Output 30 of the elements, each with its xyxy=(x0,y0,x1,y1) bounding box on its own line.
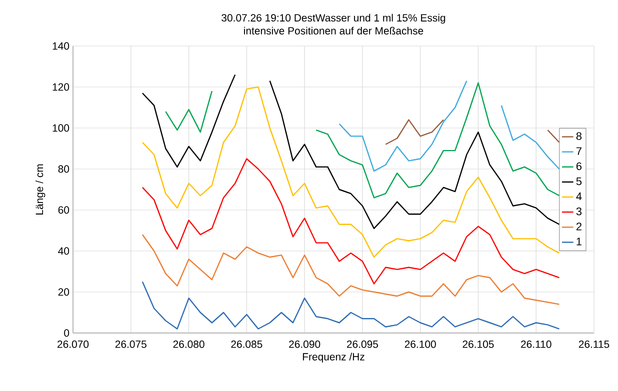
y-tick-label: 40 xyxy=(58,247,70,255)
x-tick-label: 26.075 xyxy=(115,340,146,348)
y-tick-label: 20 xyxy=(58,288,70,296)
x-tick-label: 26.100 xyxy=(404,340,436,348)
x-tick-label: 26.070 xyxy=(58,340,89,348)
y-tick-label: 120 xyxy=(52,83,70,91)
legend-label: 4 xyxy=(576,192,582,200)
y-axis-title: Länge / cm xyxy=(35,164,46,215)
legend-label: 5 xyxy=(576,177,582,186)
legend-label: 3 xyxy=(576,208,582,216)
x-tick-label: 26.105 xyxy=(462,340,494,348)
y-tick-label: 140 xyxy=(52,42,70,50)
x-tick-label: 26.110 xyxy=(521,340,552,348)
chart-subtitle: intensive Positionen auf der Meßachse xyxy=(244,26,424,35)
y-tick-label: 60 xyxy=(58,206,70,214)
legend-label: 6 xyxy=(576,162,582,170)
legend-label: 1 xyxy=(576,238,582,246)
chart-title: 30.07.26 19:10 DestWasser und 1 ml 15% Essig xyxy=(222,14,446,24)
x-tick-label: 26.080 xyxy=(173,340,204,348)
x-axis-title: Frequenz /Hz xyxy=(302,352,364,363)
legend-label: 2 xyxy=(576,222,582,230)
x-tick-label: 26.085 xyxy=(231,340,262,348)
legend-label: 8 xyxy=(576,132,582,140)
x-tick-label: 26.095 xyxy=(346,340,378,348)
x-tick-label: 26.115 xyxy=(578,340,610,348)
y-tick-label: 80 xyxy=(58,165,70,173)
y-tick-label: 100 xyxy=(52,124,70,132)
legend-label: 7 xyxy=(576,147,582,155)
x-tick-label: 26.090 xyxy=(289,340,320,348)
y-tick-label: 0 xyxy=(64,329,70,337)
